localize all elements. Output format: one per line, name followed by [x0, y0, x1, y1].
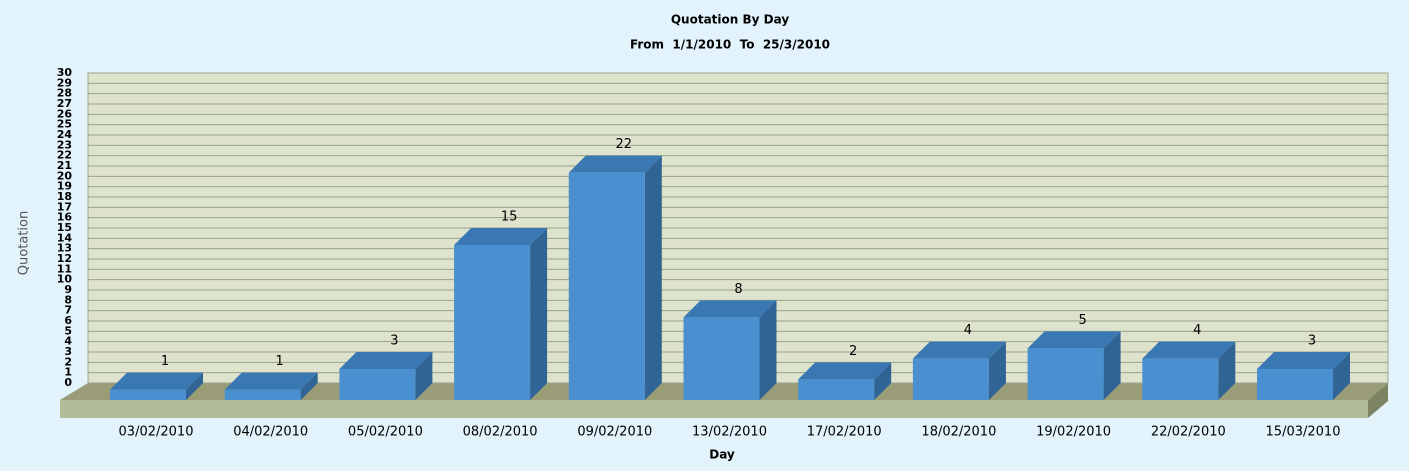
bar-top [798, 362, 892, 380]
value-label: 5 [1078, 313, 1086, 328]
floor-side [1368, 383, 1388, 418]
value-label: 15 [501, 210, 518, 225]
bar [224, 389, 301, 400]
y-tick-label: 20 [57, 169, 73, 182]
y-tick-label: 28 [57, 87, 72, 100]
y-tick-label: 11 [57, 262, 72, 275]
bar-side [874, 362, 892, 400]
bar [1142, 358, 1219, 400]
bar [110, 389, 186, 400]
y-tick-label: 9 [64, 283, 72, 296]
bar [568, 172, 645, 400]
value-label: 2 [849, 344, 857, 359]
y-tick-label: 10 [57, 273, 73, 286]
bar-top [683, 300, 777, 318]
x-tick-label: 18/02/2010 [921, 425, 996, 440]
x-tick-label: 22/02/2010 [1151, 425, 1226, 440]
bar-top [454, 228, 548, 245]
x-tick-label: 13/02/2010 [692, 425, 767, 440]
y-tick-label: 16 [57, 211, 73, 224]
bar-side [1333, 352, 1350, 400]
y-tick-label: 29 [57, 76, 72, 89]
value-label: 4 [964, 323, 972, 338]
value-label: 8 [734, 282, 742, 297]
bar-top [912, 341, 1006, 359]
y-tick-label: 7 [64, 304, 72, 317]
value-label: 22 [616, 137, 633, 152]
value-label: 3 [390, 334, 398, 349]
bar [683, 317, 760, 400]
x-tick-label: 17/02/2010 [807, 425, 882, 440]
bar-side [644, 155, 662, 400]
bar-top [568, 155, 662, 173]
bar-top [339, 352, 433, 369]
y-tick-label: 21 [57, 159, 72, 172]
bar-side [415, 352, 433, 400]
bar-side [1103, 331, 1121, 400]
x-tick-label: 15/03/2010 [1266, 425, 1341, 440]
y-tick-label: 22 [57, 149, 72, 162]
x-axis-label: Day [709, 448, 735, 462]
bar-side [759, 300, 777, 400]
y-tick-label: 2 [64, 355, 72, 368]
bar [1027, 348, 1104, 400]
bar [912, 358, 989, 400]
x-tick-label: 05/02/2010 [348, 425, 423, 440]
x-tick-label: 08/02/2010 [463, 425, 538, 440]
y-tick-label: 8 [64, 293, 72, 306]
y-tick-label: 17 [57, 200, 72, 213]
x-tick-label: 19/02/2010 [1036, 425, 1111, 440]
y-tick-label: 30 [57, 66, 73, 79]
y-tick-label: 19 [57, 180, 72, 193]
bar-side [186, 372, 203, 400]
chart-title: Quotation By Day [671, 13, 789, 27]
y-tick-label: 27 [57, 97, 72, 110]
y-tick-label: 26 [57, 107, 73, 120]
y-tick-label: 6 [64, 314, 72, 327]
x-tick-label: 04/02/2010 [233, 425, 308, 440]
y-axis-label: Quotation [17, 211, 32, 275]
bar-side [988, 341, 1006, 400]
y-tick-label: 24 [57, 128, 73, 141]
y-tick-label: 3 [64, 345, 72, 358]
value-label: 4 [1193, 323, 1201, 338]
y-tick-label: 25 [57, 118, 72, 131]
bar [1257, 369, 1333, 400]
y-tick-label: 5 [64, 324, 72, 337]
bar-top [1027, 331, 1121, 349]
bar [339, 369, 416, 400]
y-tick-label: 12 [57, 252, 72, 265]
chart-subtitle: From 1/1/2010 To 25/3/2010 [630, 38, 830, 52]
value-label: 1 [276, 354, 284, 369]
y-tick-label: 4 [64, 335, 72, 348]
y-tick-label: 13 [57, 242, 72, 255]
bar-side [1218, 341, 1236, 400]
x-tick-label: 09/02/2010 [577, 425, 652, 440]
bar [454, 245, 531, 400]
value-label: 3 [1308, 334, 1316, 349]
y-tick-label: 23 [57, 138, 72, 151]
bar-top [224, 372, 318, 390]
y-tick-label: 0 [64, 376, 72, 389]
y-tick-label: 15 [57, 221, 72, 234]
y-tick-label: 1 [64, 366, 72, 379]
y-tick-label: 18 [57, 190, 72, 203]
bar [798, 379, 875, 400]
y-tick-label: 14 [57, 231, 73, 244]
bar-top [1257, 352, 1350, 369]
x-tick-label: 03/02/2010 [119, 425, 194, 440]
value-label: 1 [161, 354, 169, 369]
bar-side [300, 372, 318, 400]
bar-top [110, 372, 203, 390]
floor-front [60, 400, 1368, 418]
bar-top [1142, 341, 1236, 359]
bar-side [530, 228, 548, 400]
